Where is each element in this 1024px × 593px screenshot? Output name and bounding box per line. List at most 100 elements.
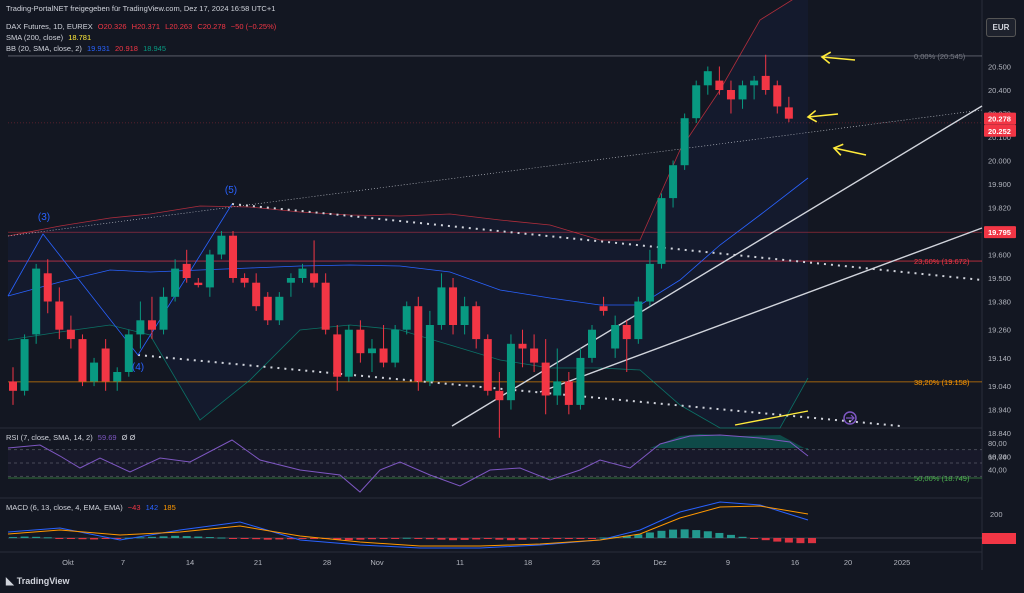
macd-histogram-bar [472,538,481,540]
macd-signal-line [7,505,809,547]
bb-upper: 20.918 [115,44,138,53]
macd-histogram-bar [66,538,75,539]
candle-body [321,282,330,330]
macd-histogram-bar [564,538,573,539]
price-tag [984,112,1016,125]
macd-histogram-bar [240,538,249,539]
time-tick-label: 2025 [894,558,911,567]
candle-body [275,296,284,321]
macd-histogram-bar [808,538,817,544]
trend-line-dotted [137,354,901,427]
arrow-shaft [833,147,867,156]
bb-legend[interactable]: BB (20, SMA, close, 2) 19.931 20.918 18.… [6,44,169,53]
ohlc-close: C20.278 [197,22,226,31]
candle-body [437,287,446,325]
price-tag-label: 19.795 [988,228,1011,237]
macd-legend[interactable]: MACD (6, 13, close, 4, EMA, EMA) −43 142… [6,503,179,512]
candle-body [680,118,689,166]
macd-histogram-bar [90,538,99,540]
time-tick-label: 16 [791,558,799,567]
macd-histogram-bar [20,536,29,538]
price-tick-label: 19.040 [988,382,1011,391]
arrow-shaft [807,113,839,118]
ohlc-high: H20.371 [131,22,161,31]
rsi-value: 59.69 [97,433,117,442]
fib-level-label: 23,60% (19.672) [914,257,970,266]
candle-body [147,320,156,330]
highlight-line [734,410,809,426]
rsi-legend[interactable]: RSI (7, close, SMA, 14, 2) 59.69 Ø Ø [6,433,138,442]
macd-histogram-bar [344,538,353,541]
candle-body [402,306,411,330]
candle-body [460,306,469,325]
macd-histogram-bar [425,538,434,540]
macd-signal-value: 185 [163,503,176,512]
macd-histogram-bar [541,538,550,539]
candle-body [113,372,122,382]
macd-histogram-bar [437,538,446,540]
fib-level-label: 0,00% (20.545) [914,52,966,61]
time-tick-label: 9 [726,558,730,567]
candle-body [449,287,458,325]
macd-histogram-bar [391,538,400,539]
rsi-line [7,434,809,493]
macd-histogram-bar [750,538,759,539]
currency-button[interactable]: EUR [986,18,1016,37]
macd-histogram-bar [159,536,168,538]
bollinger-basis [7,177,809,306]
time-tick-label: Nov [370,558,384,567]
candle-body [263,296,272,321]
time-tick-label: 25 [592,558,600,567]
candle-body [298,268,307,278]
rsi-extra: Ø Ø [121,433,136,442]
ohlc-change: −50 (−0.25%) [230,22,277,31]
candle-body [124,334,133,372]
candle-body [286,278,295,283]
time-tick-label: Dez [653,558,667,567]
macd-histogram-bar [449,538,458,541]
macd-histogram-bar [657,530,666,538]
macd-histogram-bar [275,538,284,540]
macd-histogram-bar [622,535,631,538]
candle-body [159,296,168,330]
candle-body [55,301,64,330]
macd-histogram-bar [796,538,805,544]
macd-histogram-bar [506,538,515,541]
candle-body [576,357,585,405]
price-tick-label: 18.940 [988,406,1011,415]
macd-macd-value: 142 [145,503,159,512]
macd-histogram-bar [147,536,156,538]
candle-body [564,381,573,405]
candle-body [483,339,492,391]
macd-histogram-bar [229,538,238,539]
symbol-name: DAX Futures, 1D, EUREX [6,22,93,31]
macd-histogram-bar [703,531,712,538]
macd-histogram-bar [495,538,504,540]
candle-body [541,362,550,396]
macd-histogram-bar [182,536,191,538]
macd-histogram-bar [599,537,608,539]
candle-body [784,107,793,119]
candle-body [240,278,249,283]
price-tick-label: 19.600 [988,251,1011,260]
macd-histogram-bar [217,537,226,539]
macd-histogram-bar [553,538,562,539]
macd-label: MACD (6, 13, close, 4, EMA, EMA) [6,503,123,512]
macd-histogram-bar [171,535,180,538]
rsi-overbought-fill [650,434,808,450]
macd-histogram-bar [263,538,272,540]
yellow-arrow-icon [820,51,856,64]
macd-histogram-bar [518,538,527,540]
candle-body [750,80,759,86]
macd-histogram-bar [738,536,747,538]
macd-hist-value: −43 [127,503,141,512]
candle-body [703,71,712,86]
rsi-tick-label: 60,00 [988,452,1007,461]
circle-marker [843,411,857,425]
bb-label: BB (20, SMA, close, 2) [6,44,82,53]
tradingview-logo[interactable]: ◣ TradingView [6,576,70,587]
candle-body [472,306,481,340]
price-tick-label: 19.260 [988,326,1011,335]
sma-legend[interactable]: SMA (200, close) 18.781 [6,33,94,42]
